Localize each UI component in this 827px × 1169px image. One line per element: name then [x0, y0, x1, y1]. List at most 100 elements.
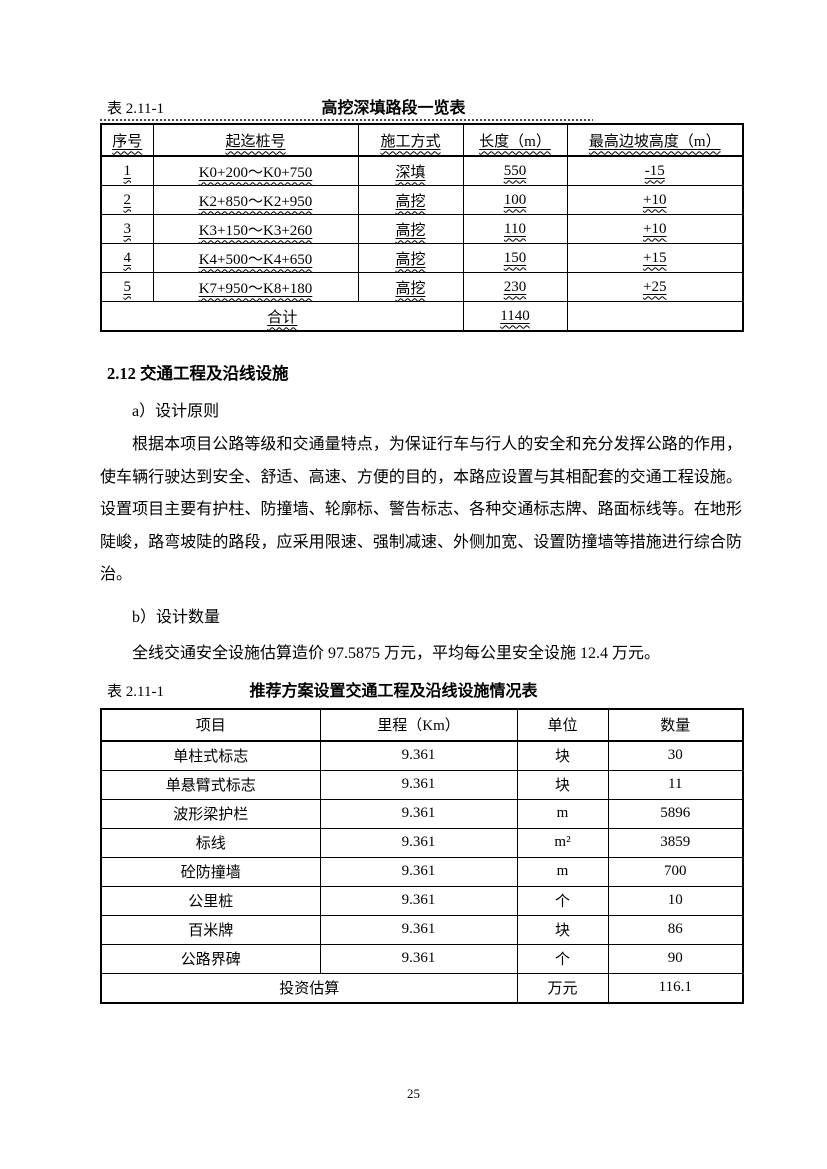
- table1-cell: K7+950～K8+180: [152, 272, 359, 302]
- design-principle-item: a）设计原则: [132, 403, 220, 420]
- table2-caption-title: 推荐方案设置交通工程及沿线设施情况表: [249, 682, 538, 700]
- table1-cell: +25: [566, 272, 744, 302]
- table1-cell: 1: [100, 155, 154, 186]
- table1-cell: 230: [462, 272, 568, 302]
- table1-cell: 高挖: [357, 185, 464, 215]
- table2-cell: 700: [607, 856, 744, 887]
- table1-header-cell: 序号: [100, 123, 154, 157]
- table-row: 百米牌 9.361 块 86: [100, 914, 744, 945]
- table1-header-cell: 起迄桩号: [152, 123, 359, 157]
- table-row: 标线 9.361 m² 3859: [100, 827, 744, 858]
- table2-cell: m²: [516, 827, 609, 858]
- design-principle-paragraph: 根据本项目公路等级和交通量特点，为保证行车与行人的安全和充分发挥公路的作用，使车…: [100, 436, 742, 583]
- table1-caption: 高挖深填路段一览表 表 2.11-1: [100, 98, 742, 122]
- table-row: 2 K2+850～K2+950 高挖 100 +10: [100, 185, 744, 215]
- table-high-cut-deep-fill-sections: 序号 起迄桩号 施工方式 长度（m） 最高边坡高度（m） 1 K0+200～K0…: [100, 123, 744, 332]
- table2-cell: 个: [516, 943, 609, 974]
- table2-cell: 86: [607, 914, 744, 945]
- table1-total-empty-cell: [566, 301, 744, 332]
- table2-cell: 标线: [100, 827, 321, 858]
- table2-header-row: 项目 里程（Km） 单位 数量: [100, 708, 744, 742]
- table-row: 3 K3+150～K3+260 高挖 110 +10: [100, 214, 744, 244]
- table1-cell: +15: [566, 243, 744, 273]
- table1-cell: 150: [462, 243, 568, 273]
- table2-cell: 9.361: [319, 769, 518, 800]
- table-row: 单柱式标志 9.361 块 30: [100, 740, 744, 771]
- table2-header-cell: 数量: [607, 708, 744, 742]
- table1-cell: 高挖: [357, 214, 464, 244]
- table-row: 4 K4+500～K4+650 高挖 150 +15: [100, 243, 744, 273]
- table-traffic-facilities: 项目 里程（Km） 单位 数量 单柱式标志 9.361 块 30 单悬臂式标志 …: [100, 707, 744, 1004]
- table-row: 5 K7+950～K8+180 高挖 230 +25: [100, 272, 744, 302]
- table-row: 波形梁护栏 9.361 m 5896: [100, 798, 744, 829]
- page-number: 25: [407, 1086, 420, 1101]
- table1-cell: 5: [100, 272, 154, 302]
- table-row: 公里桩 9.361 个 10: [100, 885, 744, 916]
- table1-cell: K2+850～K2+950: [152, 185, 359, 215]
- table2-caption-label: 表 2.11-1: [107, 683, 164, 700]
- table2-cell: 单悬臂式标志: [100, 769, 321, 800]
- table2-cell: 公里桩: [100, 885, 321, 916]
- table1-caption-label: 表 2.11-1: [107, 101, 164, 117]
- table2-cell: 3859: [607, 827, 744, 858]
- table2-caption: 推荐方案设置交通工程及沿线设施情况表 表 2.11-1: [100, 681, 742, 705]
- table1-caption-underline: [100, 119, 593, 121]
- table2-cell: 9.361: [319, 914, 518, 945]
- table1-cell: K4+500～K4+650: [152, 243, 359, 273]
- table1-total-label-cell: 合计: [100, 301, 464, 332]
- table1-cell: 2: [100, 185, 154, 215]
- section-heading: 2.12 交通工程及沿线设施: [107, 364, 289, 383]
- table2-cell: 块: [516, 740, 609, 771]
- table2-cell: 公路界碑: [100, 943, 321, 974]
- table1-cell: +10: [566, 185, 744, 215]
- table1-cell: -15: [566, 155, 744, 186]
- table2-footer-row: 投资估算 万元 116.1: [100, 972, 744, 1003]
- table2-cell: 砼防撞墙: [100, 856, 321, 887]
- table2-cell: 块: [516, 914, 609, 945]
- table1-cell: 高挖: [357, 243, 464, 273]
- table2-cell: 90: [607, 943, 744, 974]
- table2-header-cell: 项目: [100, 708, 321, 742]
- table2-cell: 9.361: [319, 885, 518, 916]
- table2-footer-value-cell: 116.1: [607, 972, 744, 1003]
- table1-cell: 550: [462, 155, 568, 186]
- table1-cell: 110: [462, 214, 568, 244]
- table2-cell: 9.361: [319, 740, 518, 771]
- table1-total-length-cell: 1140: [462, 301, 568, 332]
- table2-cell: m: [516, 798, 609, 829]
- table2-cell: 10: [607, 885, 744, 916]
- table2-cell: 个: [516, 885, 609, 916]
- table2-cell: 9.361: [319, 827, 518, 858]
- table2-cell: 9.361: [319, 943, 518, 974]
- table2-cell: 块: [516, 769, 609, 800]
- table-row: 单悬臂式标志 9.361 块 11: [100, 769, 744, 800]
- table2-cell: 5896: [607, 798, 744, 829]
- table2-header-cell: 里程（Km）: [319, 708, 518, 742]
- table1-cell: 100: [462, 185, 568, 215]
- table2-footer-label-cell: 投资估算: [100, 972, 518, 1003]
- table-row: 砼防撞墙 9.361 m 700: [100, 856, 744, 887]
- table1-cell: K3+150～K3+260: [152, 214, 359, 244]
- table1-header-cell: 长度（m）: [462, 123, 568, 157]
- table2-cell: 30: [607, 740, 744, 771]
- table1-cell: 3: [100, 214, 154, 244]
- page-content: 高挖深填路段一览表 表 2.11-1 序号 起迄桩号 施工方式 长度（m） 最高…: [100, 98, 744, 1004]
- table2-cell: 单柱式标志: [100, 740, 321, 771]
- table1-cell: K0+200～K0+750: [152, 155, 359, 186]
- table1-caption-title: 高挖深填路段一览表: [321, 100, 466, 117]
- design-quantity-item: b）设计数量: [132, 608, 221, 626]
- table1-cell: 高挖: [357, 272, 464, 302]
- table1-header-row: 序号 起迄桩号 施工方式 长度（m） 最高边坡高度（m）: [100, 123, 744, 157]
- table1-cell: +10: [566, 214, 744, 244]
- table-row: 1 K0+200～K0+750 深填 550 -15: [100, 155, 744, 186]
- table-row: 公路界碑 9.361 个 90: [100, 943, 744, 974]
- table2-header-cell: 单位: [516, 708, 609, 742]
- table2-cell: 11: [607, 769, 744, 800]
- table2-cell: 波形梁护栏: [100, 798, 321, 829]
- table2-cell: 9.361: [319, 856, 518, 887]
- design-quantity-paragraph: 全线交通安全设施估算造价 97.5875 万元，平均每公里安全设施 12.4 万…: [132, 644, 661, 662]
- table2-cell: 9.361: [319, 798, 518, 829]
- table1-header-cell: 施工方式: [357, 123, 464, 157]
- table1-total-row: 合计 1140: [100, 301, 744, 332]
